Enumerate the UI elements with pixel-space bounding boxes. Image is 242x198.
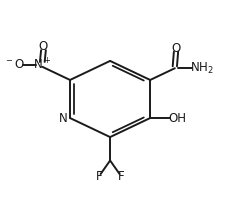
Text: F: F	[117, 170, 124, 183]
Text: O: O	[39, 40, 48, 53]
Text: NH$_2$: NH$_2$	[190, 61, 214, 76]
Text: F: F	[96, 170, 103, 183]
Text: N: N	[59, 111, 67, 125]
Text: OH: OH	[168, 111, 187, 125]
Text: $^-$O: $^-$O	[4, 58, 25, 71]
Text: N$^+$: N$^+$	[33, 57, 52, 72]
Text: O: O	[171, 42, 181, 55]
